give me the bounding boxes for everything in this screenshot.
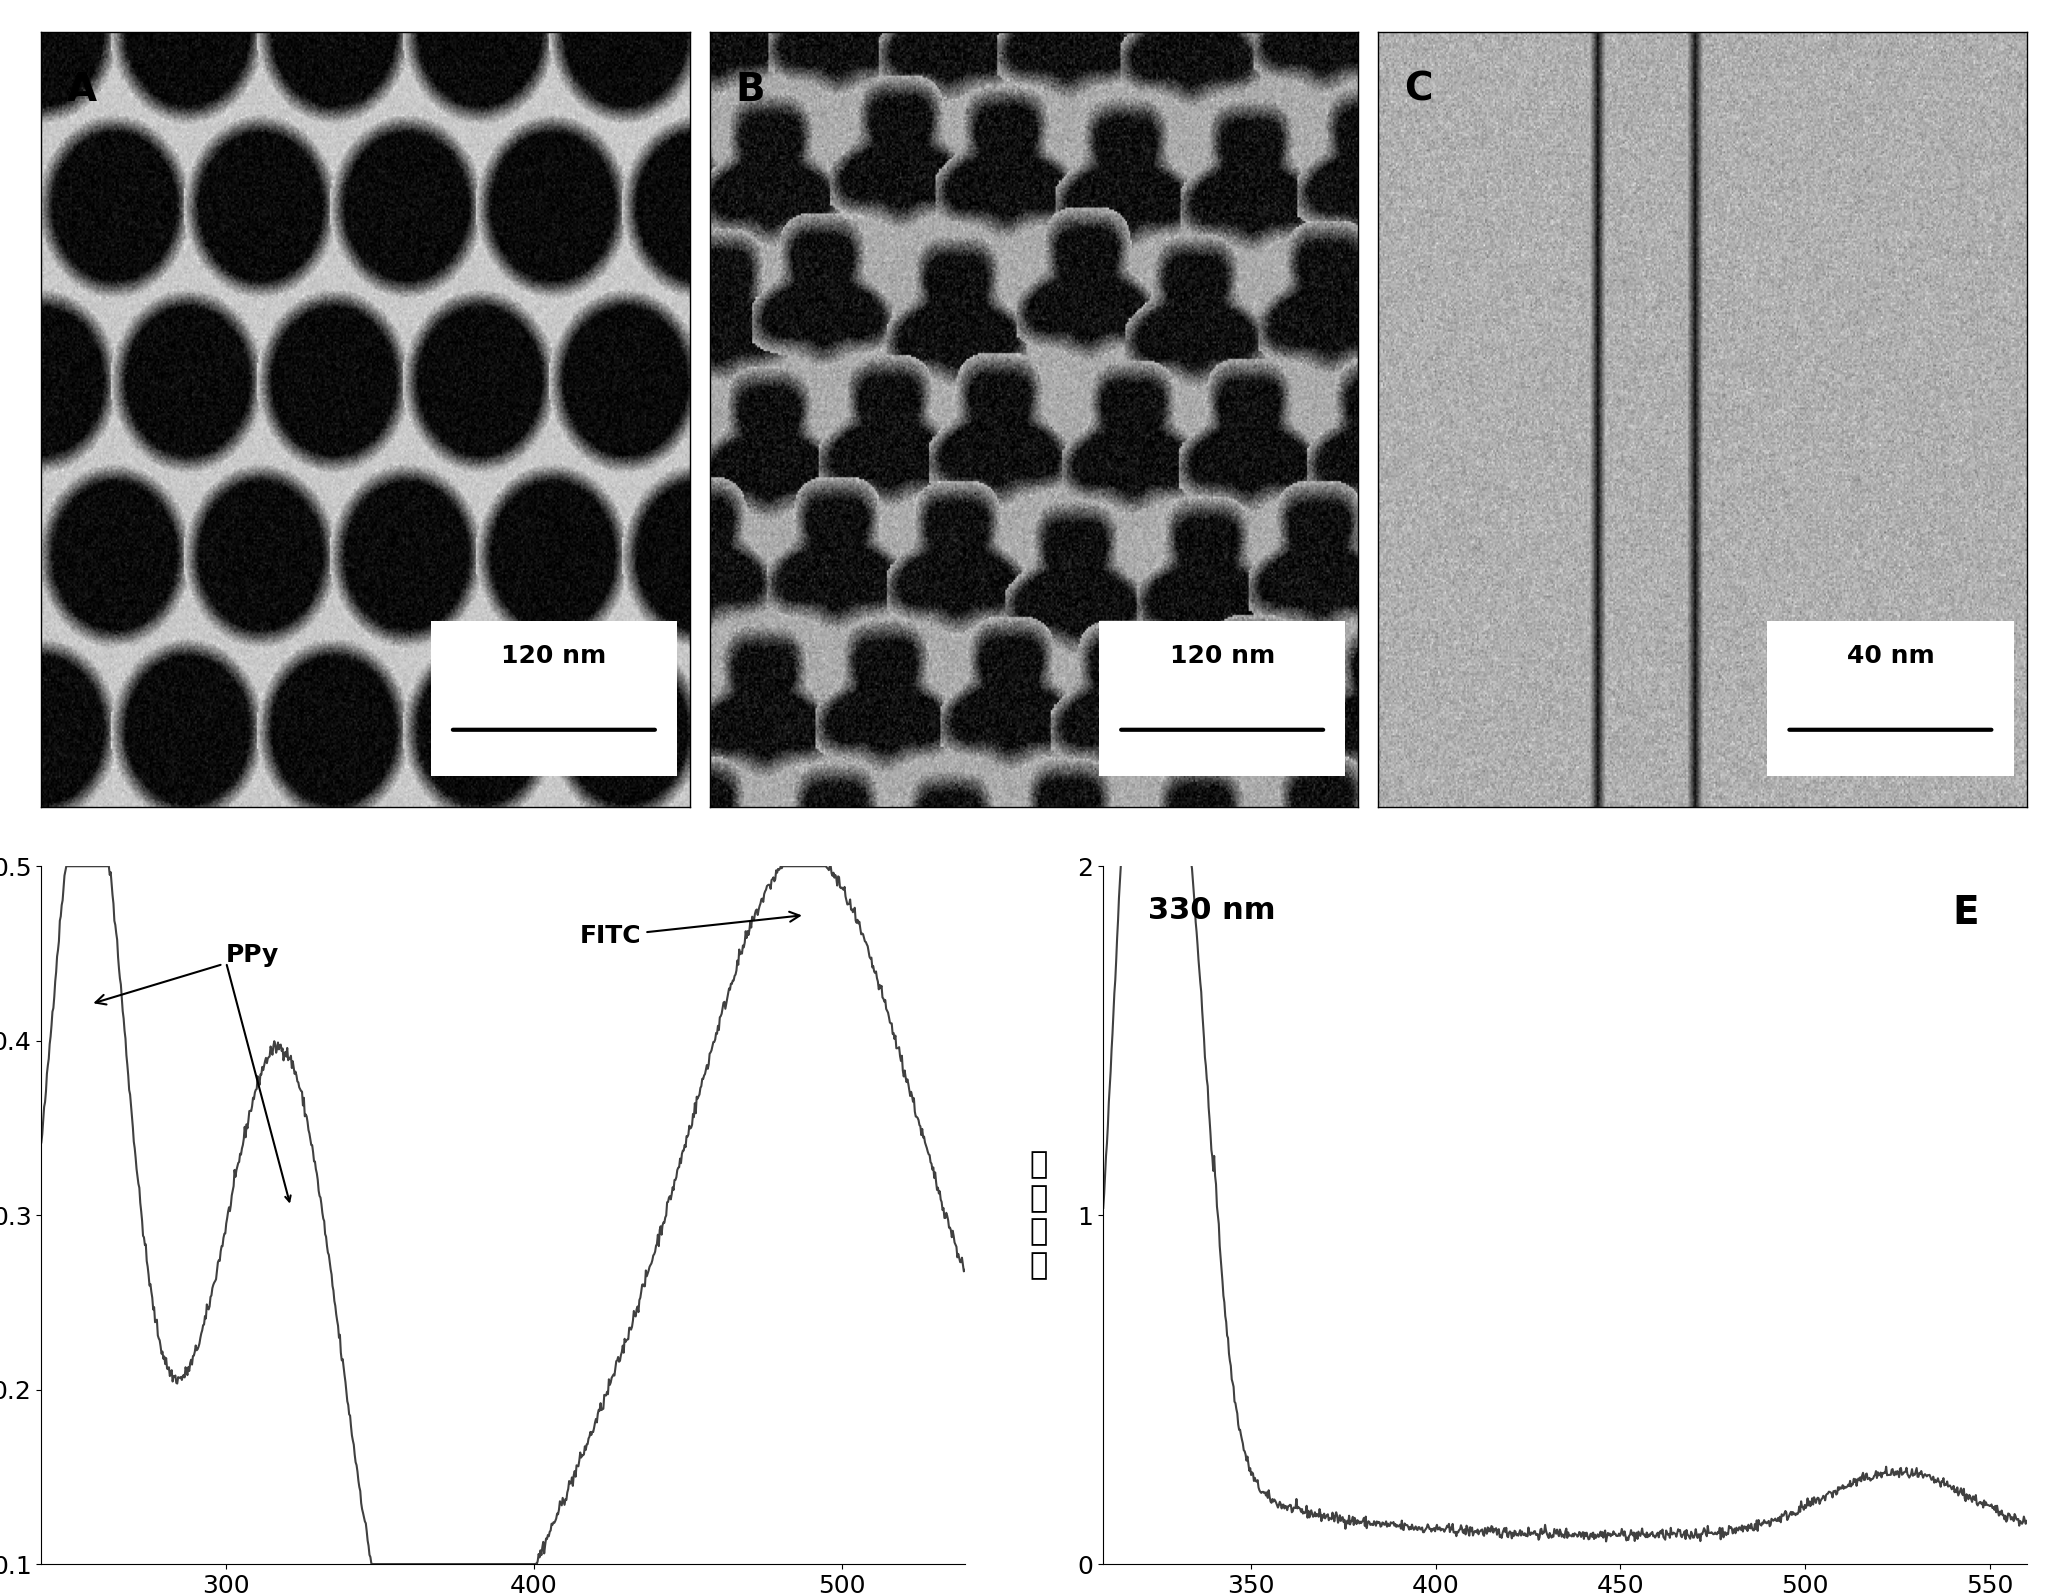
Bar: [430, 621, 676, 776]
Text: 330 nm: 330 nm: [1148, 895, 1276, 924]
Y-axis label: 荧
光
强
度: 荧 光 强 度: [1030, 1151, 1048, 1280]
Text: B: B: [736, 70, 765, 109]
Text: FITC: FITC: [579, 911, 800, 948]
Text: C: C: [1404, 70, 1433, 109]
Text: A: A: [68, 70, 97, 109]
Text: PPy: PPy: [95, 943, 279, 1004]
Text: 40 nm: 40 nm: [1847, 643, 1934, 667]
Text: 120 nm: 120 nm: [500, 643, 606, 667]
Text: 120 nm: 120 nm: [1170, 643, 1274, 667]
Bar: [1768, 621, 2014, 776]
Bar: [1098, 621, 1346, 776]
Text: E: E: [1952, 894, 1979, 932]
